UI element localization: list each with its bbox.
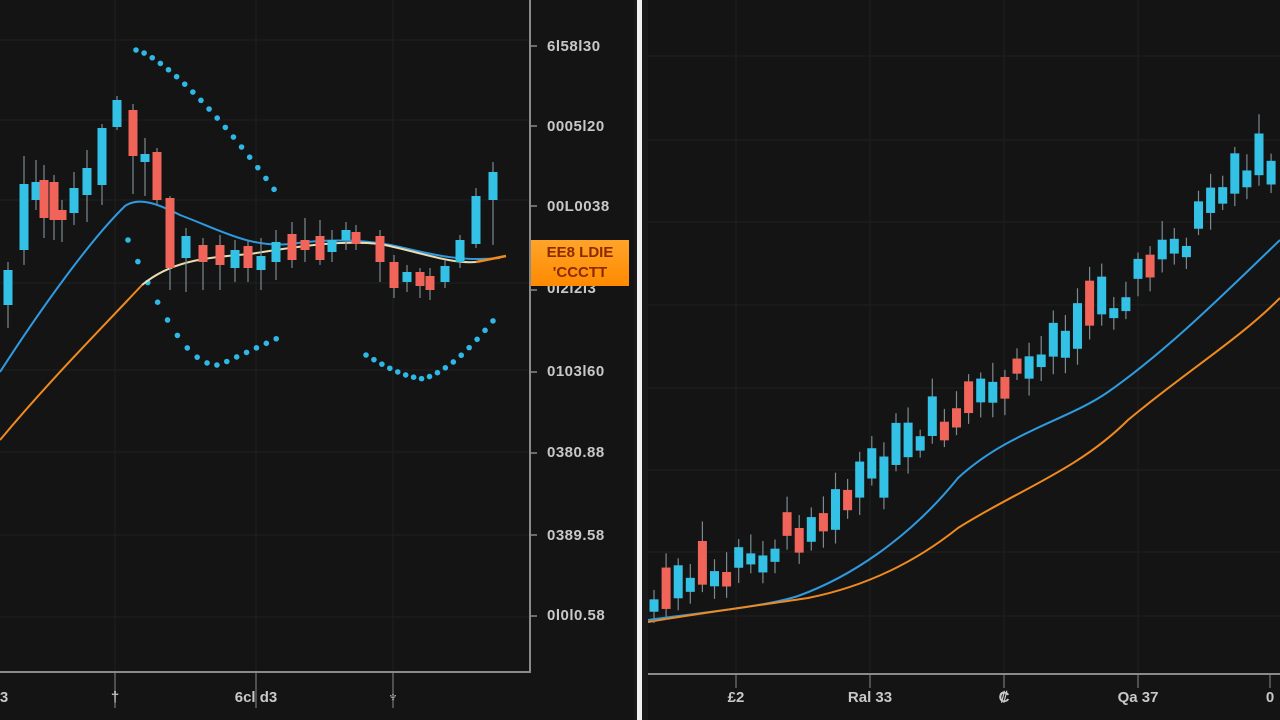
right-chart-panel[interactable]: £2 Ral 33 ₡ Qa 37 0: [648, 0, 1280, 720]
y-axis-label: 0l0l0.58: [547, 607, 606, 624]
y-axis-label: 0380.88: [547, 444, 605, 461]
x-axis-label: Qa 37: [1117, 689, 1159, 706]
panel-divider[interactable]: [634, 0, 648, 720]
current-price-tag: EE8 LDIE 'CCCTT: [531, 240, 629, 286]
x-axis-label: Ral 33: [847, 689, 893, 706]
x-axis-label: †: [110, 689, 120, 706]
x-axis-label: 3: [0, 689, 9, 706]
x-axis-label: 6cl d3: [234, 689, 278, 706]
right-candlestick-chart[interactable]: [648, 0, 1280, 720]
price-tag-line2: 'CCCTT: [552, 264, 608, 281]
x-axis-label: ♆: [387, 689, 399, 706]
y-axis-label: 6l58l30: [547, 38, 601, 55]
price-tag-line1: EE8 LDIE: [546, 244, 614, 261]
y-axis-label: 00L0038: [547, 198, 610, 215]
x-axis-label: £2: [727, 689, 745, 706]
x-axis-label: ₡: [998, 689, 1010, 706]
left-candlestick-chart[interactable]: [0, 0, 634, 720]
x-axis-label: 0: [1265, 689, 1275, 706]
left-chart-panel[interactable]: 6l58l30 0005l20 00L0038 0l2l2l3 0103l60 …: [0, 0, 634, 720]
y-axis-label: 0389.58: [547, 527, 605, 544]
y-axis-label: 0005l20: [547, 118, 605, 135]
y-axis-label: 0103l60: [547, 363, 605, 380]
